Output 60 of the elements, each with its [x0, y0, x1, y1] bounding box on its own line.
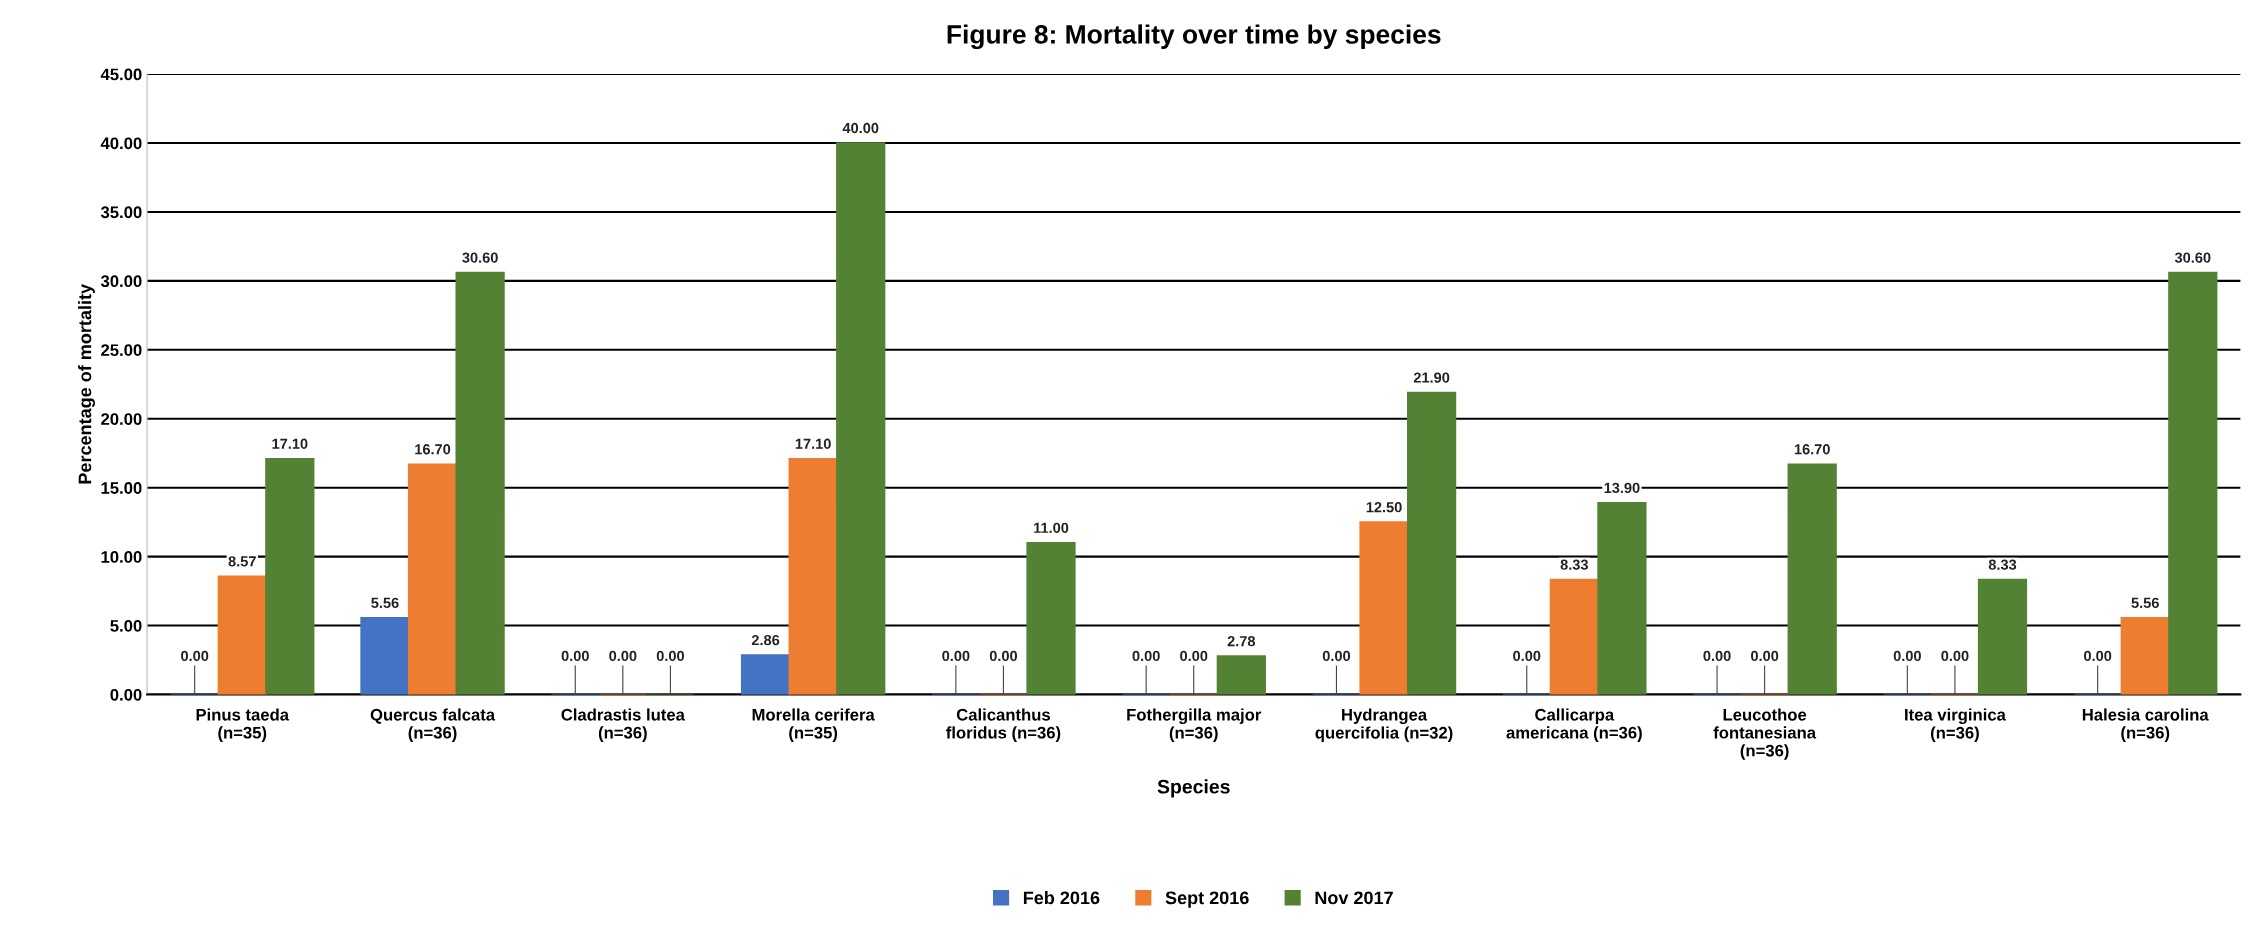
legend-label: Nov 2017 [1315, 891, 1393, 905]
y-tick-label: 45.00 [100, 68, 142, 81]
data-label: 0.00 [1893, 650, 1921, 662]
y-tick-label: 0.00 [110, 688, 142, 701]
data-label: 0.00 [1941, 650, 1969, 662]
data-label: 0.00 [656, 650, 685, 662]
x-tick-label: Calicanthus floridus (n=36) [946, 708, 1061, 742]
y-tick-label: 15.00 [101, 482, 142, 494]
data-label: 0.00 [609, 650, 637, 662]
data-label: 0.00 [2084, 650, 2112, 662]
data-label: 13.90 [1604, 482, 1640, 494]
y-tick-label: 20.00 [101, 413, 142, 425]
x-tick-label: Callicarpa americana (n=36) [1506, 708, 1642, 742]
chart-title: Figure 8: Mortality over time by species [947, 24, 1441, 50]
data-label: 5.56 [2131, 597, 2159, 609]
data-label: 0.00 [1513, 650, 1541, 662]
x-tick-label: Halesia carolina (n=36) [2082, 708, 2209, 742]
data-label: 0.00 [942, 650, 970, 662]
data-label: 0.00 [1180, 650, 1208, 662]
x-tick-label: Quercus falcata (n=36) [370, 708, 496, 742]
x-axis-title: Species [1157, 779, 1230, 798]
x-tick-label: Fothergilla major (n=36) [1127, 708, 1262, 742]
data-label: 2.78 [1227, 636, 1256, 647]
x-tick-label: Leucothoe fontanesiana (n=36) [1713, 708, 1817, 760]
data-label: 17.10 [272, 438, 308, 449]
data-label: 21.90 [1413, 372, 1450, 383]
data-label: 8.33 [1560, 559, 1588, 570]
y-tick-label: 40.00 [100, 137, 142, 150]
y-tick-label: 30.00 [100, 275, 142, 288]
data-label: 0.00 [1751, 650, 1779, 662]
y-axis-title: Percentage of mortality [78, 284, 95, 484]
x-tick-label: Cladrastis lutea (n=36) [561, 708, 686, 742]
data-label: 30.60 [2174, 252, 2211, 263]
data-label: 8.57 [228, 556, 256, 567]
data-label: 0.00 [989, 650, 1018, 662]
data-label: 0.00 [181, 650, 209, 662]
data-label: 0.00 [1703, 650, 1731, 662]
y-tick-label: 5.00 [110, 619, 142, 632]
y-tick-label: 35.00 [100, 206, 142, 219]
data-label: 8.33 [1988, 559, 2017, 570]
legend-label: Feb 2016 [1023, 890, 1100, 905]
data-label: 11.00 [1034, 522, 1069, 534]
x-tick-label: Pinus taeda (n=35) [196, 708, 290, 742]
y-tick-label: 10.00 [101, 551, 142, 563]
y-tick-label: 25.00 [101, 344, 142, 357]
x-tick-label: Itea virginica (n=36) [1905, 708, 2006, 742]
data-label: 16.70 [1794, 444, 1830, 455]
x-tick-label: Morella cerifera (n=35) [752, 708, 875, 742]
data-label: 2.86 [751, 634, 780, 646]
data-label: 30.60 [462, 252, 498, 263]
data-label: 5.56 [371, 597, 399, 609]
data-label: 0.00 [1322, 650, 1351, 662]
legend-label: Sept 2016 [1165, 891, 1249, 908]
data-label: 17.10 [795, 438, 831, 449]
data-label: 40.00 [842, 122, 879, 134]
data-label: 12.50 [1366, 502, 1402, 513]
x-tick-label: Hydrangea quercifolia (n=32) [1315, 708, 1453, 742]
data-label: 16.70 [415, 444, 451, 455]
data-label: 0.00 [1132, 650, 1160, 662]
data-label: 0.00 [561, 650, 589, 662]
